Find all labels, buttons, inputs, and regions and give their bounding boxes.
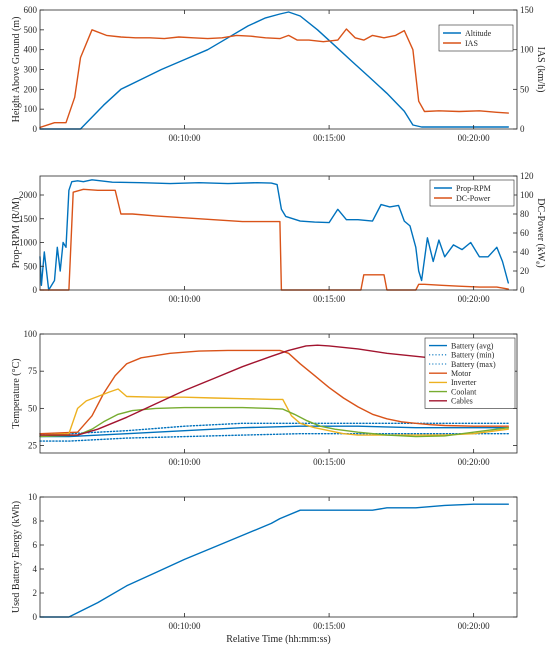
y-tick-label: 4 bbox=[33, 564, 38, 574]
legend-label: Battery (min) bbox=[451, 351, 495, 360]
y-tick-label: 0 bbox=[33, 124, 38, 134]
chart-alt: 00:10:00 00:15:00 00:20:000100200300400500… bbox=[11, 5, 546, 143]
series-line-cables bbox=[39, 344, 492, 436]
legend-label: Battery (avg) bbox=[451, 341, 494, 350]
series-line-battery-avg bbox=[39, 425, 509, 438]
y-right-axis-label: DC-Power (kWe) bbox=[534, 198, 546, 268]
y-tick-label: 1500 bbox=[19, 214, 38, 224]
y-right-tick-label: 50 bbox=[520, 84, 530, 94]
x-tick-label: 00:15:00 bbox=[313, 294, 346, 304]
x-tick-label: 00:15:00 bbox=[313, 133, 346, 143]
x-tick-label: 00:20:00 bbox=[458, 133, 491, 143]
y-tick-label: 1000 bbox=[19, 238, 38, 248]
y-tick-label: 0 bbox=[33, 285, 38, 295]
x-tick-label: 00:20:00 bbox=[458, 621, 491, 631]
y-right-tick-label: 100 bbox=[520, 190, 534, 200]
y-tick-label: 200 bbox=[24, 84, 38, 94]
y-right-tick-label: 120 bbox=[520, 171, 534, 181]
series-line-prop-rpm bbox=[39, 179, 509, 291]
y-tick-label: 6 bbox=[33, 540, 38, 550]
y-tick-label: 500 bbox=[24, 261, 38, 271]
legend-label: Motor bbox=[451, 369, 471, 378]
legend-label: IAS bbox=[465, 39, 478, 48]
y-right-tick-label: 150 bbox=[520, 5, 534, 15]
y-right-tick-label: 40 bbox=[520, 247, 530, 257]
legend-label: Altitude bbox=[465, 29, 492, 38]
legend: Battery (avg)Battery (min)Battery (max)M… bbox=[424, 337, 516, 409]
legend-label: Inverter bbox=[451, 378, 477, 387]
series-line-energy bbox=[39, 503, 509, 618]
axes-frame bbox=[39, 496, 518, 618]
series-line-motor bbox=[39, 349, 509, 435]
x-tick-label: 00:20:00 bbox=[458, 294, 491, 304]
y-right-tick-label: 60 bbox=[520, 228, 530, 238]
y-tick-label: 8 bbox=[33, 516, 38, 526]
y-axis-label: Prop-RPM (R/M) bbox=[11, 198, 22, 269]
y-tick-label: 10 bbox=[28, 492, 38, 502]
y-tick-label: 2 bbox=[33, 588, 38, 598]
y-right-tick-label: 100 bbox=[520, 45, 534, 55]
x-tick-label: 00:15:00 bbox=[313, 457, 346, 467]
chart-rpm: 00:10:00 00:15:00 00:20:000500100015002000… bbox=[11, 171, 546, 304]
y-right-axis-label: IAS (km/h) bbox=[535, 47, 546, 93]
y-tick-label: 400 bbox=[24, 45, 38, 55]
y-axis-label: Temperature (°C) bbox=[11, 358, 22, 428]
y-right-tick-label: 20 bbox=[520, 266, 530, 276]
legend-box bbox=[429, 179, 515, 207]
x-tick-label: 00:10:00 bbox=[169, 133, 202, 143]
y-tick-label: 100 bbox=[24, 104, 38, 114]
y-tick-label: 50 bbox=[28, 403, 38, 413]
x-tick-label: 00:20:00 bbox=[458, 457, 491, 467]
y-right-tick-label: 0 bbox=[520, 124, 525, 134]
y-axis-label: Height Above Ground (m) bbox=[11, 17, 22, 123]
axes-frame bbox=[39, 333, 518, 454]
y-right-tick-label: 80 bbox=[520, 209, 530, 219]
y-tick-label: 75 bbox=[28, 366, 38, 376]
y-tick-label: 100 bbox=[24, 329, 38, 339]
series-line-altitude bbox=[39, 11, 509, 130]
y-axis-label: Used Battery Energy (kWh) bbox=[11, 501, 22, 613]
series-line-coolant bbox=[39, 406, 509, 438]
series-line-battery-min bbox=[39, 433, 509, 442]
series-line-battery-max bbox=[39, 422, 509, 435]
legend-label: Cables bbox=[451, 397, 473, 406]
y-tick-label: 600 bbox=[24, 5, 38, 15]
chart-energy: 00:10:00 00:15:00 00:20:00 0 2 4 6 8 10 Used Batt… bbox=[11, 492, 518, 645]
x-tick-label: 00:15:00 bbox=[313, 621, 346, 631]
y-tick-label: 500 bbox=[24, 25, 38, 35]
legend-label: Prop-RPM bbox=[456, 184, 491, 193]
x-tick-label: 00:10:00 bbox=[169, 294, 202, 304]
y-tick-label: 2000 bbox=[19, 190, 38, 200]
series-line-ias bbox=[39, 28, 509, 129]
y-tick-label: 0 bbox=[33, 612, 38, 622]
legend-label: Coolant bbox=[451, 387, 477, 396]
x-axis-label: Relative Time (hh:mm:ss) bbox=[226, 634, 330, 645]
x-tick-label: 00:10:00 bbox=[169, 457, 202, 467]
y-right-tick-label: 0 bbox=[520, 285, 525, 295]
x-tick-label: 00:10:00 bbox=[169, 621, 202, 631]
y-tick-label: 300 bbox=[24, 65, 38, 75]
legend-label: DC-Power bbox=[456, 194, 491, 203]
y-tick-label: 25 bbox=[28, 441, 38, 451]
chart-temp: 00:10:00 00:15:00 00:20:00 25 50 75 100 Tempera… bbox=[11, 329, 518, 467]
legend-box bbox=[438, 24, 514, 52]
legend-label: Battery (max) bbox=[451, 360, 496, 369]
